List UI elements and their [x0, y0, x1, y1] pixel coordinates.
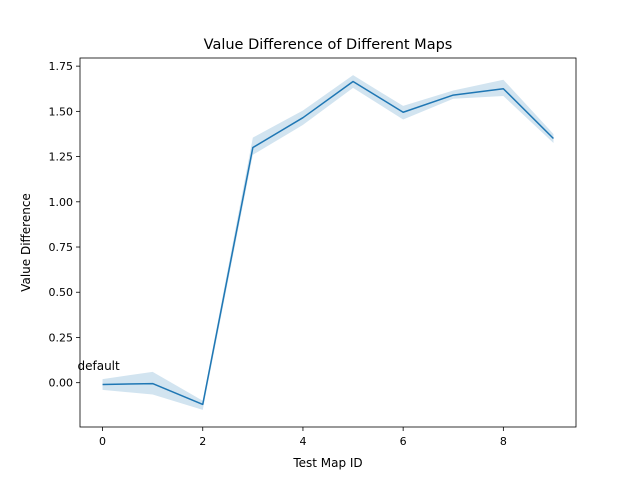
y-tick-label: 0.00 — [49, 377, 74, 390]
y-tick-label: 1.50 — [49, 105, 74, 118]
y-tick-label: 0.75 — [49, 241, 74, 254]
x-tick-label: 6 — [400, 435, 407, 448]
x-tick-label: 8 — [500, 435, 507, 448]
plot-frame — [79, 57, 577, 428]
y-tick-label: 1.00 — [49, 196, 74, 209]
y-axis-ticks: 0.00 0.25 0.50 0.75 1.00 1.25 1.50 1.75 — [49, 60, 80, 390]
series-line — [102, 80, 554, 406]
series-confidence-band — [102, 75, 554, 410]
x-tick-label: 0 — [99, 435, 106, 448]
chart-title: Value Difference of Different Maps — [204, 37, 453, 53]
x-axis-label: Test Map ID — [292, 456, 362, 470]
x-tick-label: 4 — [299, 435, 306, 448]
y-tick-label: 0.25 — [49, 331, 74, 344]
y-tick-label: 0.50 — [49, 286, 74, 299]
x-tick-label: 2 — [199, 435, 206, 448]
x-axis-ticks: 0 2 4 6 8 — [99, 427, 507, 448]
y-tick-label: 1.25 — [49, 151, 74, 164]
y-tick-label: 1.75 — [49, 60, 74, 73]
plot-layer — [102, 75, 554, 410]
y-axis-label: Value Difference — [19, 193, 33, 292]
annotation-label: default — [77, 359, 120, 373]
